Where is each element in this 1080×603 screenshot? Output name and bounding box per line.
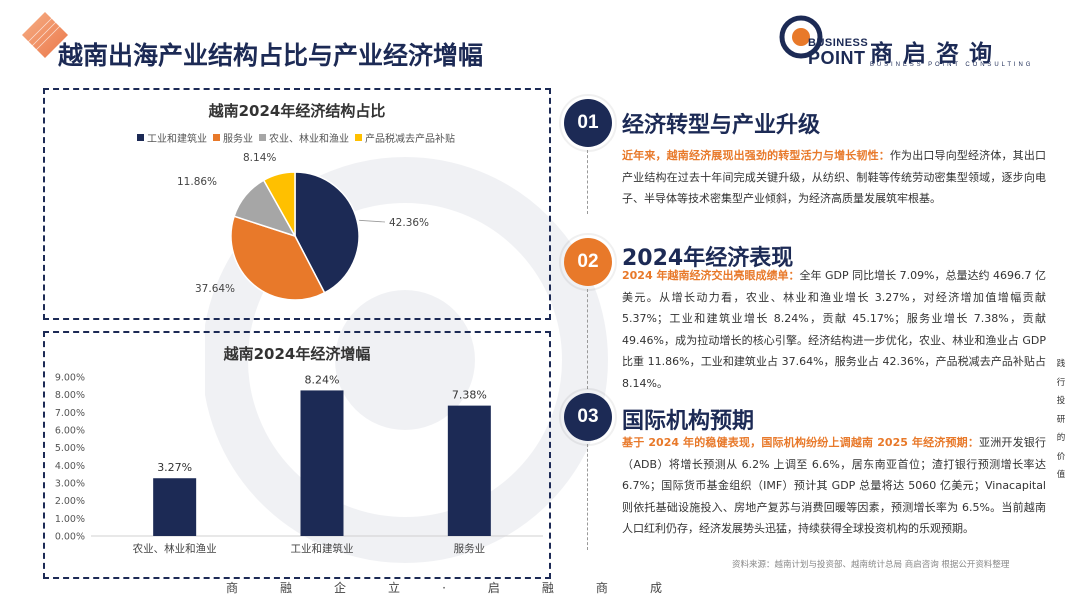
y-tick-label: 6.00%	[55, 426, 85, 437]
pie-data-label: 42.36%	[389, 217, 429, 229]
company-logo: BUSINESS POINT 商启咨询 BUSINESS POINT CONSU…	[778, 10, 1068, 70]
bar-data-label: 3.27%	[157, 461, 192, 474]
section-highlight: 近年来，越南经济展现出强劲的转型活力与增长韧性：	[622, 149, 890, 162]
pie-chart-panel: 越南2024年经济结构占比 工业和建筑业 服务业 农业、林业和渔业 产品税减去产…	[43, 88, 551, 320]
y-tick-label: 5.00%	[55, 443, 85, 454]
bar-data-label: 7.38%	[452, 389, 487, 402]
y-tick-label: 7.00%	[55, 408, 85, 419]
corner-decoration	[22, 12, 68, 58]
legend-label: 农业、林业和渔业	[269, 134, 349, 145]
side-text-char: 价	[1056, 451, 1066, 462]
footer-char: ·	[442, 581, 446, 595]
side-text-char: 研	[1056, 414, 1066, 425]
section-connector	[587, 150, 588, 214]
footer-char: 融	[541, 581, 554, 595]
logo-brand-line2: POINT	[808, 48, 866, 68]
y-tick-label: 4.00%	[55, 461, 85, 472]
logo-brand-line1: BUSINESS	[808, 37, 869, 49]
page-title: 越南出海产业结构占比与产业经济增幅	[58, 41, 484, 70]
pie-data-label: 11.86%	[177, 176, 217, 188]
footer-char: 商	[595, 581, 608, 595]
y-tick-label: 2.00%	[55, 496, 85, 507]
bar	[447, 405, 491, 536]
y-tick-label: 1.00%	[55, 514, 85, 525]
footer-char: 启	[487, 581, 500, 595]
section-body: 2024 年越南经济交出亮眼成绩单：全年 GDP 同比增长 7.09%，总量达约…	[622, 265, 1046, 394]
legend-swatch	[355, 134, 362, 141]
section-title: 2024年经济表现	[622, 246, 794, 271]
section-title: 国际机构预期	[622, 409, 755, 434]
y-tick-label: 8.00%	[55, 390, 85, 401]
legend-item: 服务业	[213, 130, 253, 145]
y-tick-label: 9.00%	[55, 373, 85, 384]
x-category-label: 服务业	[454, 542, 486, 555]
bar-chart-title: 越南2024年经济增幅	[223, 345, 371, 363]
legend-label: 产品税减去产品补贴	[365, 134, 455, 145]
section-highlight: 基于 2024 年的稳健表现，国际机构纷纷上调越南 2025 年经济预期：	[622, 436, 980, 449]
bar	[300, 390, 344, 536]
pie-legend: 工业和建筑业 服务业 农业、林业和渔业 产品税减去产品补贴	[137, 130, 455, 145]
section-text: 全年 GDP 同比增长 7.09%，总量达约 4696.7 亿美元。从增长动力看…	[622, 269, 1046, 390]
side-text-char: 践	[1056, 359, 1066, 369]
section-text: 亚洲开发银行（ADB）将增长预测从 6.2% 上调至 6.6%，居东南亚首位；渣…	[622, 436, 1046, 535]
source-note: 资料来源：越南计划与投资部、越南统计总局 商启咨询 根据公开资料整理	[732, 560, 1010, 570]
section-number-badge: 01	[559, 94, 617, 152]
legend-swatch	[259, 134, 266, 141]
leader-line	[359, 219, 386, 223]
legend-swatch	[137, 134, 144, 141]
pie-chart-title: 越南2024年经济结构占比	[208, 102, 386, 120]
side-text-char: 行	[1056, 377, 1066, 388]
footer-char: 立	[388, 581, 401, 595]
y-tick-label: 0.00%	[55, 532, 85, 543]
footer-char: 成	[649, 581, 662, 595]
pie-chart: 42.36% 37.64% 11.86% 8.14%	[177, 152, 429, 301]
legend-label: 工业和建筑业	[147, 134, 207, 145]
bar-data-label: 8.24%	[305, 373, 340, 386]
legend-swatch	[213, 134, 220, 141]
side-vertical-text: 践行投研的价值	[1054, 355, 1068, 485]
section-body: 近年来，越南经济展现出强劲的转型活力与增长韧性：作为出口导向型经济体，其出口产业…	[622, 145, 1046, 210]
pie-slice	[262, 171, 296, 239]
x-category-label: 农业、林业和渔业	[133, 542, 217, 555]
footer-char: 商	[226, 581, 239, 595]
section-highlight: 2024 年越南经济交出亮眼成绩单：	[622, 269, 800, 282]
footer-slogan: 商 融 企 立 · 启 融 商 成	[226, 579, 704, 596]
y-tick-label: 3.00%	[55, 479, 85, 490]
side-text-char: 值	[1056, 470, 1066, 480]
legend-item: 农业、林业和渔业	[259, 130, 349, 145]
section-connector	[587, 444, 588, 550]
bar	[153, 478, 197, 536]
section-title: 经济转型与产业升级	[622, 113, 821, 138]
logo-mark-icon	[779, 15, 823, 59]
footer-char: 融	[280, 581, 293, 595]
logo-en-name: BUSINESS POINT CONSULTING	[870, 62, 1034, 68]
section-connector	[587, 289, 588, 389]
footer-char: 企	[334, 581, 347, 595]
legend-label: 服务业	[223, 134, 253, 145]
x-category-label: 工业和建筑业	[291, 542, 354, 555]
legend-item: 工业和建筑业	[137, 130, 207, 145]
legend-item: 产品税减去产品补贴	[355, 130, 455, 145]
bar-chart: 0.00% 1.00% 2.00% 3.00% 4.00% 5.00% 6.00% 7.00%…	[55, 373, 543, 555]
logo-cn-name: 商启咨询	[870, 41, 1002, 67]
bar-chart-panel: 越南2024年经济增幅 0.00% 1.00% 2.00% 3.00% 4.00% 5.0…	[43, 331, 551, 579]
section-number-badge: 02	[559, 233, 617, 291]
pie-slice	[230, 215, 326, 301]
pie-data-label: 37.64%	[195, 283, 235, 295]
side-text-char: 投	[1056, 396, 1066, 406]
section-number-badge: 03	[559, 388, 617, 446]
pie-data-label: 8.14%	[243, 152, 276, 164]
pie-slice	[294, 171, 360, 294]
section-body: 基于 2024 年的稳健表现，国际机构纷纷上调越南 2025 年经济预期：亚洲开…	[622, 432, 1046, 540]
side-text-char: 的	[1056, 433, 1066, 443]
section-text: 作为出口导向型经济体，其出口产业结构在过去十年间完成关键升级，从纺织、制鞋等传统…	[622, 149, 1046, 205]
